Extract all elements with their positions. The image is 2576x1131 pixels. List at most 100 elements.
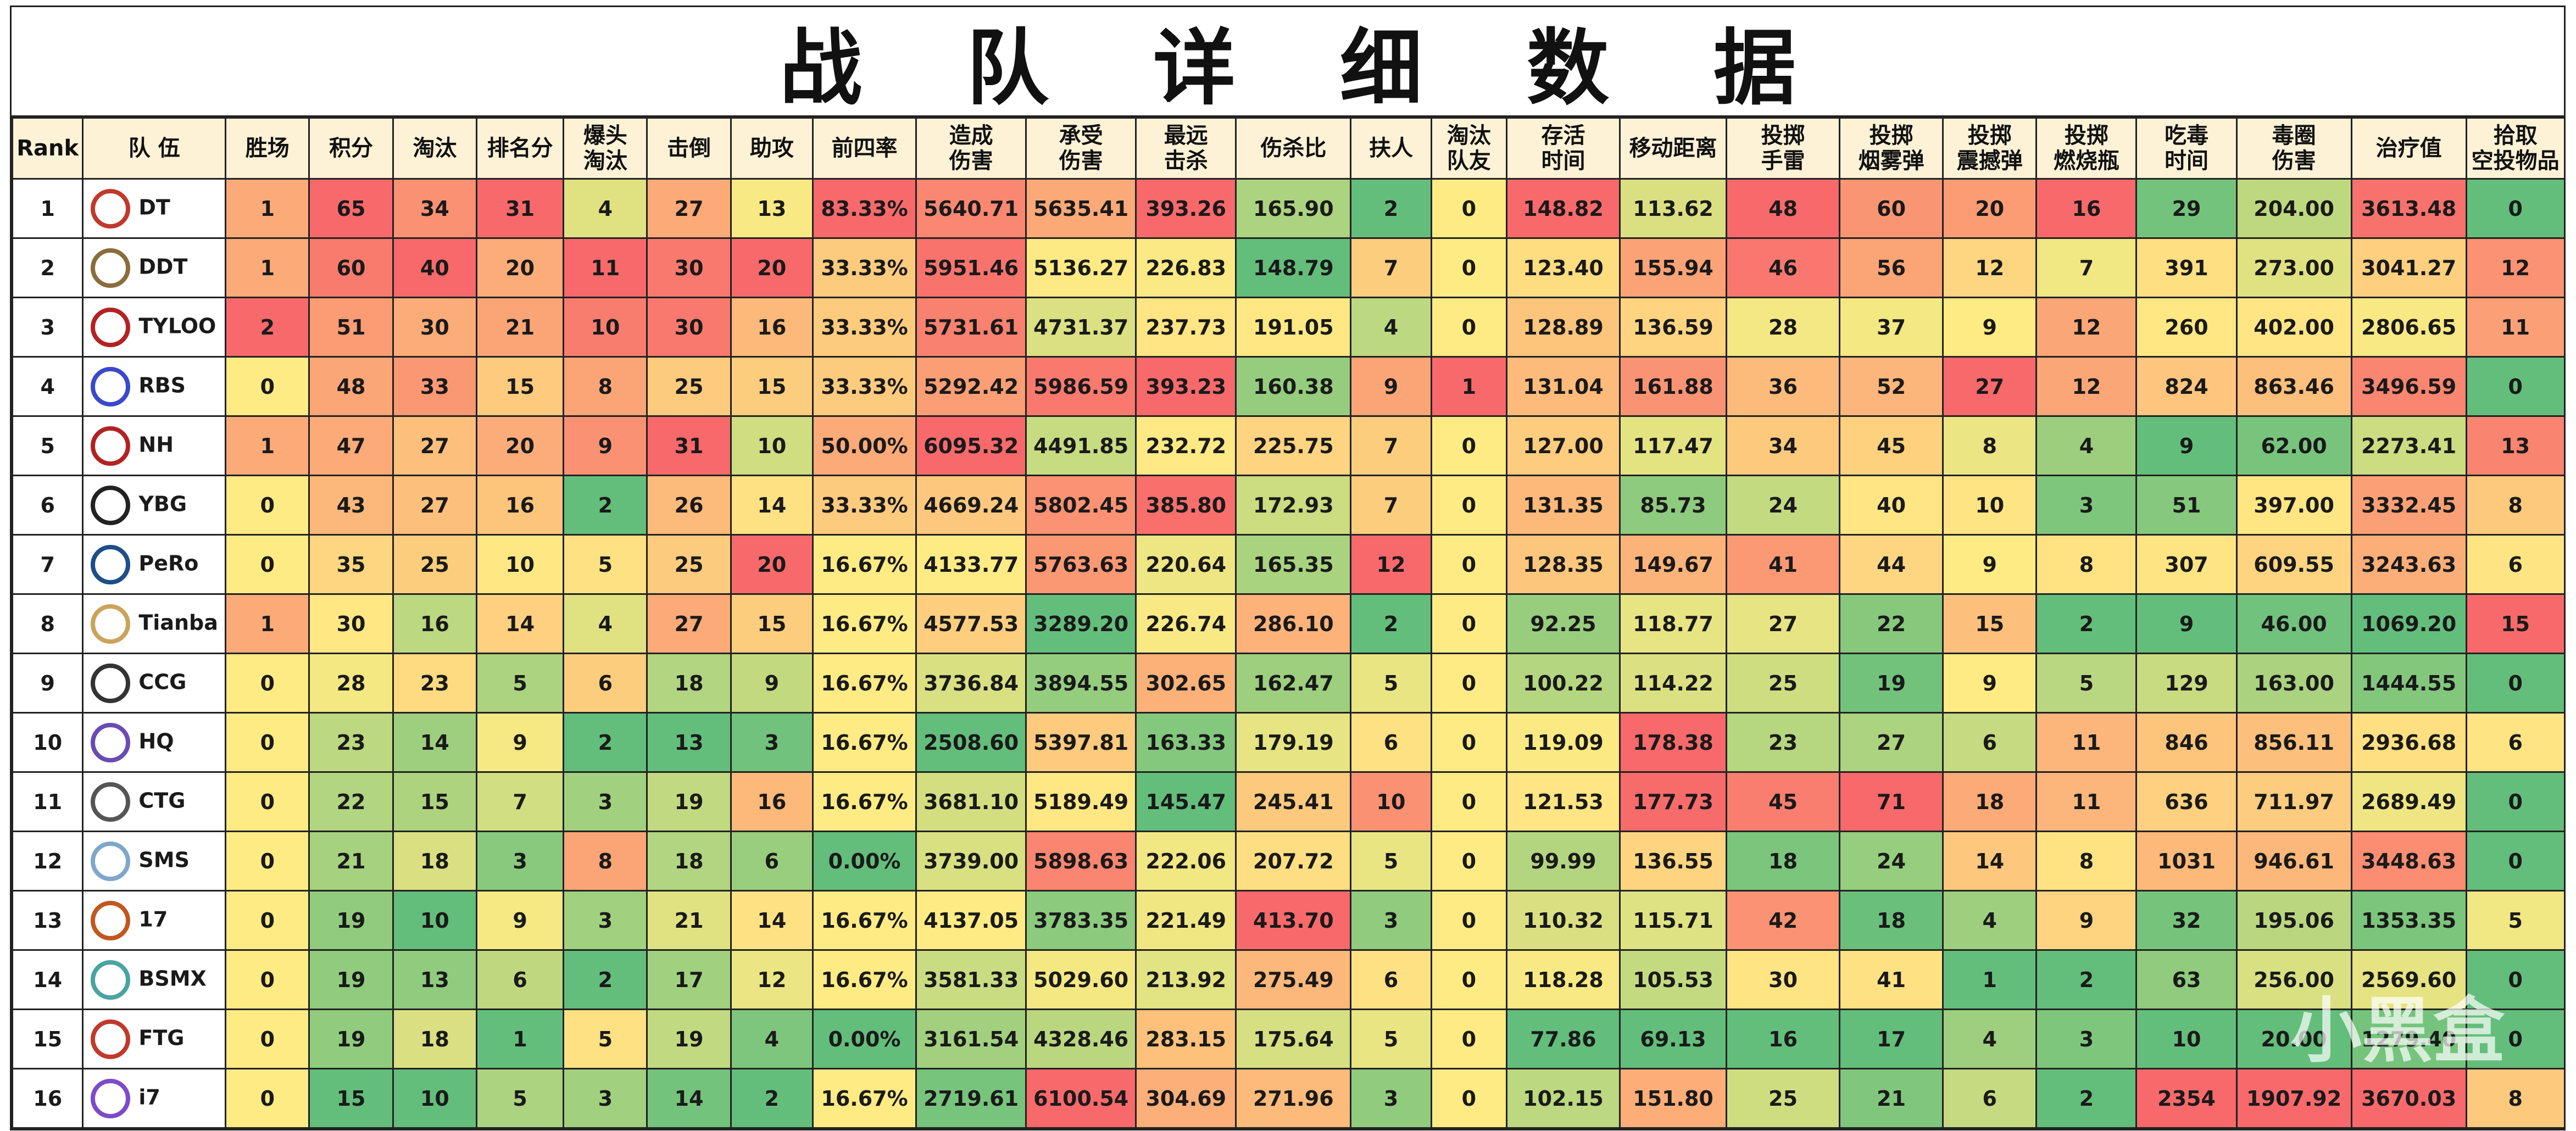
stat-cell: 5 <box>2465 890 2566 951</box>
stat-cell: 3670.03 <box>2350 1068 2467 1129</box>
stat-cell: 4 <box>563 178 648 239</box>
stat-cell: 0 <box>1430 297 1507 358</box>
stat-cell: 0 <box>225 356 310 417</box>
stat-cell: 7 <box>2035 237 2138 298</box>
stat-cell: 1 <box>225 178 310 239</box>
stat-cell: 195.06 <box>2235 890 2352 951</box>
stat-cell: 16.67% <box>812 771 917 832</box>
stat-cell: 5397.81 <box>1025 712 1137 773</box>
team-row: 8 Tianba 1 30 16 14 4 27 15 16.67% 4577.53 3289.20 2… <box>11 593 2566 654</box>
team-row: 16 i7 0 15 10 5 3 14 2 16.67% 2719.61 6100.54 304.69… <box>11 1068 2566 1129</box>
stat-cell: 23 <box>392 653 477 714</box>
team-cell: TYLOO <box>82 297 227 358</box>
stat-cell: 10 <box>392 890 477 951</box>
stat-cell: 92.25 <box>1505 593 1621 654</box>
team-row: 13 17 0 19 10 9 3 21 14 16.67% 4137.05 3783.35 221.4… <box>11 890 2566 951</box>
stat-cell: 16 <box>475 475 565 536</box>
stat-cell: 2 <box>1350 178 1432 239</box>
team-logo <box>91 307 131 347</box>
stat-cell: 307 <box>2135 534 2238 595</box>
stat-cell: 6 <box>1942 712 2038 773</box>
stat-cell: 2806.65 <box>2350 297 2467 358</box>
stat-cell: 245.41 <box>1235 771 1352 832</box>
stat-cell: 2508.60 <box>915 712 1027 773</box>
stat-cell: 3243.63 <box>2350 534 2467 595</box>
stat-cell: 127.00 <box>1505 415 1621 476</box>
stat-cell: 15 <box>730 356 814 417</box>
stat-cell: 9 <box>1350 356 1432 417</box>
rank-cell: 1 <box>11 178 84 239</box>
stat-cell: 8 <box>2465 475 2566 536</box>
stat-cell: 0 <box>225 653 310 714</box>
stat-cell: 10 <box>1942 475 2038 536</box>
team-cell: RBS <box>82 356 227 417</box>
stat-cell: 19 <box>308 949 394 1010</box>
stat-cell: 3 <box>1350 890 1432 951</box>
stat-cell: 0 <box>1430 178 1507 239</box>
stat-cell: 232.72 <box>1135 415 1237 476</box>
stat-cell: 119.09 <box>1505 712 1621 773</box>
stat-cell: 0 <box>1430 949 1507 1010</box>
stat-cell: 271.96 <box>1235 1068 1352 1129</box>
stat-cell: 2 <box>563 949 648 1010</box>
stat-cell: 237.73 <box>1135 297 1237 358</box>
stat-cell: 2354 <box>2135 1068 2238 1129</box>
stat-cell: 3 <box>563 1068 648 1129</box>
team-row: 15 FTG 0 19 18 1 5 19 4 0.00% 3161.54 4328.46 283.15… <box>11 1009 2566 1069</box>
stat-cell: 110.32 <box>1505 890 1621 951</box>
stat-cell: 9 <box>563 415 648 476</box>
stat-cell: 25 <box>646 534 732 595</box>
stat-cell: 131.04 <box>1505 356 1621 417</box>
stat-cell: 5 <box>2035 653 2138 714</box>
stat-cell: 5640.71 <box>915 178 1027 239</box>
stat-cell: 16 <box>2035 178 2138 239</box>
stat-cell: 20.00 <box>2235 1009 2352 1069</box>
stat-cell: 3 <box>1350 1068 1432 1129</box>
stat-cell: 0 <box>225 712 310 773</box>
stat-cell: 30 <box>392 297 477 358</box>
stat-cell: 148.79 <box>1235 237 1352 298</box>
stat-cell: 4133.77 <box>915 534 1027 595</box>
column-header: 投掷 震撼弹 <box>1942 117 2038 180</box>
stat-cell: 10 <box>392 1068 477 1129</box>
stat-cell: 7 <box>1350 415 1432 476</box>
stat-cell: 6 <box>2465 534 2566 595</box>
stat-cell: 35 <box>308 534 394 595</box>
stat-cell: 14 <box>475 593 565 654</box>
stat-cell: 6095.32 <box>915 415 1027 476</box>
stat-cell: 0 <box>1430 475 1507 536</box>
stat-cell: 42 <box>1726 890 1841 951</box>
stat-cell: 260 <box>2135 297 2238 358</box>
stat-cell: 18 <box>646 831 732 892</box>
stat-cell: 3613.48 <box>2350 178 2467 239</box>
team-name: BSMX <box>138 966 207 990</box>
team-name: DT <box>138 195 170 219</box>
stat-cell: 16 <box>730 771 814 832</box>
stat-cell: 856.11 <box>2235 712 2352 773</box>
stat-cell: 11 <box>563 237 648 298</box>
team-row: 3 TYLOO 2 51 30 21 10 30 16 33.33% 5731.61 4731.37 2… <box>11 297 2566 358</box>
stat-cell: 636 <box>2135 771 2238 832</box>
stat-cell: 50.00% <box>812 415 917 476</box>
column-header: 击倒 <box>646 117 732 180</box>
stat-cell: 302.65 <box>1135 653 1237 714</box>
team-cell: PeRo <box>82 534 227 595</box>
stat-cell: 8 <box>563 356 648 417</box>
stat-cell: 397.00 <box>2235 475 2352 536</box>
stat-cell: 131.35 <box>1505 475 1621 536</box>
stat-cell: 0 <box>2465 1009 2566 1069</box>
stat-cell: 20 <box>730 534 814 595</box>
stat-cell: 105.53 <box>1618 949 1728 1010</box>
stat-cell: 6100.54 <box>1025 1068 1137 1129</box>
stat-cell: 11 <box>2465 297 2566 358</box>
stat-cell: 256.00 <box>2235 949 2352 1010</box>
stat-cell: 15 <box>1942 593 2038 654</box>
stat-cell: 9 <box>1942 653 2038 714</box>
stat-cell: 3739.00 <box>915 831 1027 892</box>
stat-cell: 28 <box>1726 297 1841 358</box>
stat-cell: 48 <box>308 356 394 417</box>
stats-board: 战队详细数据 Rank 队 伍胜场 积分 淘汰 排名分 爆头 淘汰 击倒 助攻 前四率 造成 伤害… <box>10 5 2566 1130</box>
stat-cell: 0 <box>1430 1009 1507 1069</box>
column-header: 扶人 <box>1350 117 1432 180</box>
rank-cell: 6 <box>11 475 84 536</box>
